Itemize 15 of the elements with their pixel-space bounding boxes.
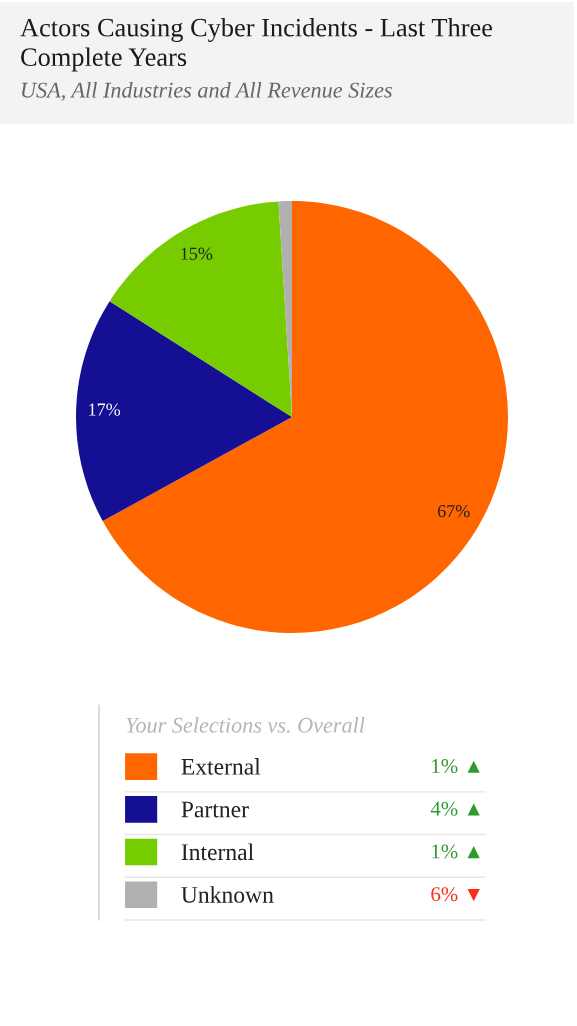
data-label: 17%	[89, 403, 121, 416]
text: 1% ▲	[432, 759, 480, 774]
legend-label: External	[181, 758, 261, 775]
data-label: 15%	[181, 247, 213, 260]
text: 6% ▼	[431, 887, 480, 902]
legend-label: Partner	[181, 801, 249, 818]
legend-title: Your Selections vs. Overall	[126, 717, 365, 733]
text: 4% ▲	[430, 801, 480, 816]
text: 1% ▲	[432, 844, 480, 859]
chart-subtitle: USA, All Industries and All Revenue Sizes	[22, 82, 392, 101]
legend-label: Unknown	[181, 886, 274, 903]
legend-label: Internal	[181, 843, 254, 861]
pie-slice	[76, 301, 292, 522]
data-label: 67%	[437, 504, 470, 518]
chart-title: Actors Causing Cyber Incidents - Last Three Complete Years	[20, 18, 493, 72]
